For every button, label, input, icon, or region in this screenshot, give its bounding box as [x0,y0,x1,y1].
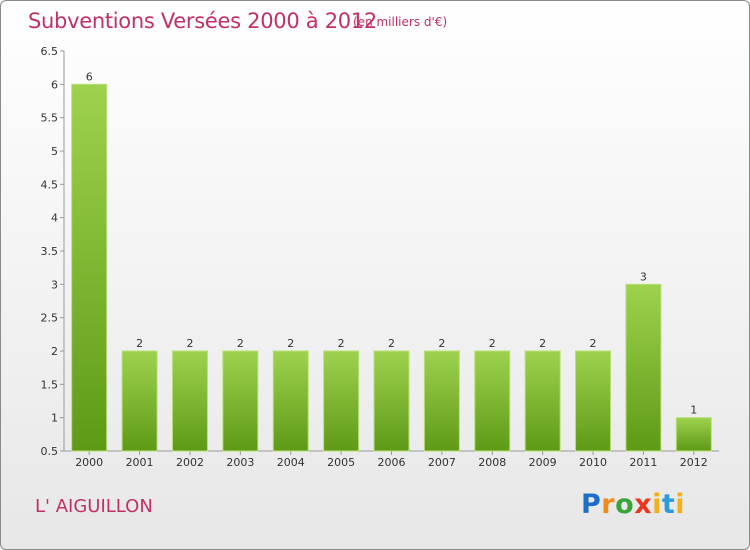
bar [625,283,662,452]
data-label: 2 [338,337,345,350]
commune-name: L' AIGUILLON [35,496,153,517]
bar [575,350,612,452]
x-tick-label: 2008 [478,456,506,469]
bar [474,350,511,452]
bar [222,350,259,452]
data-label: 2 [186,337,193,350]
data-label: 2 [489,337,496,350]
data-label: 2 [136,337,143,350]
x-tick-label: 2012 [680,456,708,469]
bar [323,350,360,452]
x-tick-label: 2010 [579,456,607,469]
y-tick-label: 6 [51,78,58,91]
data-label: 2 [539,337,546,350]
bar [121,350,158,452]
x-tick-label: 2006 [378,456,406,469]
x-tick-label: 2005 [327,456,355,469]
y-tick-label: 0.5 [41,445,59,458]
data-label: 2 [438,337,445,350]
y-tick-label: 3 [51,278,58,291]
y-tick-label: 1 [51,412,58,425]
proxiti-logo: Proxiti [581,489,686,520]
x-tick-label: 2004 [277,456,305,469]
x-tick-label: 2011 [629,456,657,469]
bar [71,83,108,452]
y-tick-label: 2.5 [41,312,59,325]
bar [524,350,561,452]
x-tick-label: 2000 [75,456,103,469]
chart-unit: (en milliers d'€) [353,15,448,29]
x-tick-label: 2003 [226,456,254,469]
bar [373,350,410,452]
data-label: 2 [590,337,597,350]
bar [272,350,309,452]
y-tick-label: 1.5 [41,378,59,391]
x-tick-label: 2002 [176,456,204,469]
data-label: 3 [640,270,647,283]
y-tick-label: 6.5 [41,45,59,58]
y-tick-label: 2 [51,345,58,358]
data-label: 6 [86,70,93,83]
x-tick-label: 2001 [126,456,154,469]
bar [171,350,208,452]
y-tick-label: 4 [51,212,58,225]
bar [675,417,712,452]
y-tick-label: 5 [51,145,58,158]
x-tick-label: 2007 [428,456,456,469]
y-tick-label: 3.5 [41,245,59,258]
data-label: 2 [388,337,395,350]
data-label: 2 [237,337,244,350]
chart-title: Subventions Versées 2000 à 2012 [28,9,377,33]
bar [423,350,460,452]
data-label: 1 [690,404,697,417]
data-label: 2 [287,337,294,350]
x-tick-label: 2009 [529,456,557,469]
y-tick-label: 4.5 [41,178,59,191]
y-tick-label: 5.5 [41,112,59,125]
